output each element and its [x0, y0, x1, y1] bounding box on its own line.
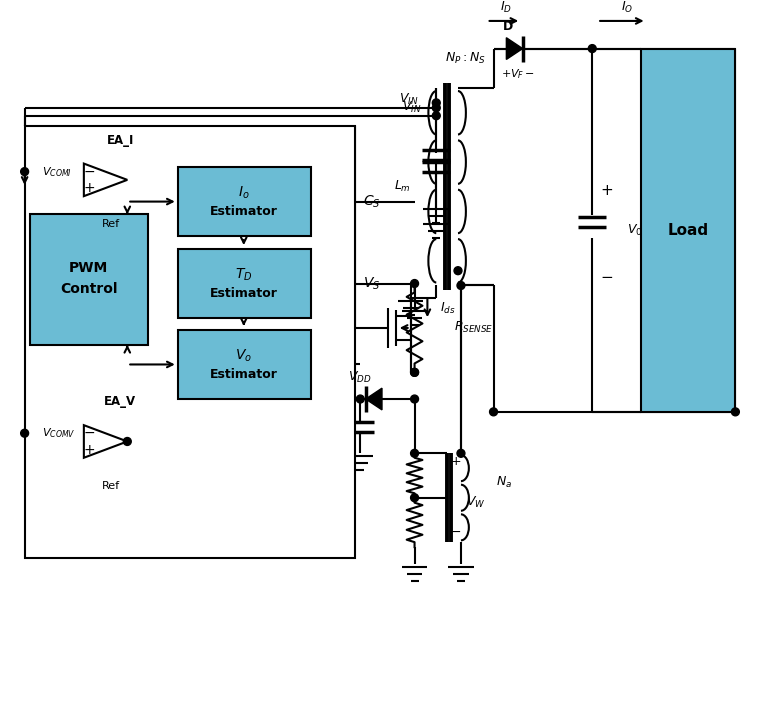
Text: $V_{COMV}$: $V_{COMV}$ [43, 427, 76, 440]
Text: $V_{COMI}$: $V_{COMI}$ [43, 165, 72, 179]
Circle shape [21, 429, 29, 437]
Circle shape [411, 368, 419, 377]
Bar [177, 167, 311, 236]
Text: Estimator: Estimator [210, 205, 278, 218]
Text: Ref: Ref [102, 219, 119, 229]
Text: −: − [84, 426, 96, 440]
Text: $I_O$: $I_O$ [621, 0, 633, 15]
Text: $V_0$: $V_0$ [627, 222, 642, 238]
Text: +: + [451, 455, 461, 468]
Text: $T_D$: $T_D$ [235, 266, 253, 282]
Text: D: D [503, 21, 514, 33]
Text: +: + [84, 181, 96, 195]
Text: Estimator: Estimator [210, 368, 278, 381]
Polygon shape [506, 38, 523, 59]
Circle shape [457, 450, 465, 457]
Circle shape [21, 168, 29, 176]
Text: EA_I: EA_I [107, 134, 134, 147]
Circle shape [432, 104, 440, 112]
Circle shape [356, 395, 365, 403]
Circle shape [411, 368, 419, 377]
Bar [641, 49, 735, 412]
Polygon shape [366, 388, 382, 410]
Text: EA_V: EA_V [104, 396, 136, 409]
Text: Ref: Ref [102, 481, 119, 491]
Text: $V_{DD}$: $V_{DD}$ [349, 370, 372, 385]
Text: Control: Control [60, 282, 117, 297]
Text: $C_S$: $C_S$ [363, 193, 380, 210]
Text: $+V_F-$: $+V_F-$ [501, 67, 535, 81]
Circle shape [489, 408, 498, 416]
Circle shape [432, 112, 440, 120]
Text: $V_{IN}$: $V_{IN}$ [399, 92, 419, 108]
Text: $I_o$: $I_o$ [238, 185, 250, 201]
Circle shape [588, 45, 596, 52]
Text: −: − [451, 526, 461, 539]
Circle shape [411, 450, 419, 457]
Text: $I_{ds}$: $I_{ds}$ [440, 301, 456, 316]
Circle shape [411, 280, 419, 287]
Text: +: + [600, 183, 613, 198]
Circle shape [411, 395, 419, 403]
Circle shape [454, 267, 462, 275]
Text: $V_W$: $V_W$ [466, 495, 486, 510]
Text: $V_o$: $V_o$ [235, 348, 253, 364]
Bar [24, 125, 355, 558]
Circle shape [432, 99, 440, 107]
Text: +: + [84, 442, 96, 457]
Circle shape [123, 438, 131, 445]
Text: $V_S$: $V_S$ [363, 275, 380, 292]
Bar [30, 215, 148, 345]
Text: $V_{IN}$: $V_{IN}$ [402, 101, 422, 115]
Circle shape [731, 408, 740, 416]
Text: $N_P : N_S$: $N_P : N_S$ [444, 51, 486, 66]
Text: Estimator: Estimator [210, 287, 278, 300]
Text: −: − [600, 270, 613, 285]
Bar [177, 330, 311, 399]
Circle shape [411, 493, 419, 502]
Text: Load: Load [667, 223, 708, 238]
Text: $R_{SENSE}$: $R_{SENSE}$ [454, 321, 493, 336]
Text: PWM: PWM [69, 261, 108, 275]
Text: $N_a$: $N_a$ [495, 475, 511, 491]
Text: −: − [84, 165, 96, 178]
Bar [177, 249, 311, 318]
Circle shape [457, 282, 465, 290]
Text: $L_m$: $L_m$ [394, 179, 411, 194]
Text: $I_D$: $I_D$ [501, 0, 512, 15]
